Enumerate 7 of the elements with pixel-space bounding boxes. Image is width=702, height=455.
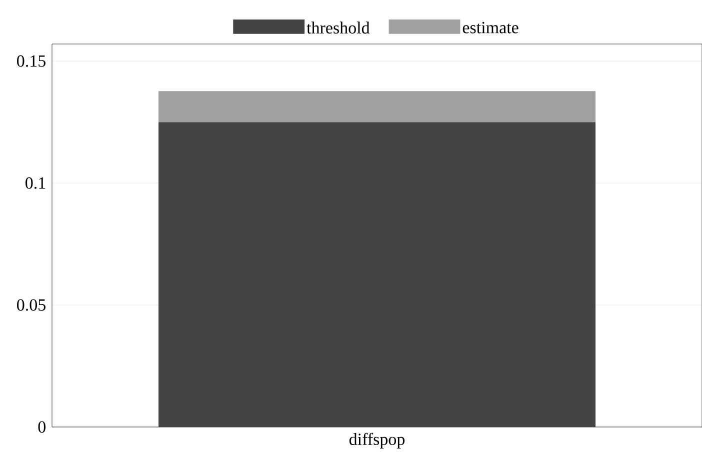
x-tick-label: diffspop [349, 432, 405, 448]
y-tick-label: 0.1 [26, 177, 46, 189]
legend-label: estimate [462, 22, 518, 34]
legend-label: threshold [306, 22, 370, 34]
y-tick-label: 0.15 [17, 55, 46, 67]
y-tick-label: 0.05 [17, 299, 46, 311]
y-tick-label: 0 [38, 421, 46, 433]
